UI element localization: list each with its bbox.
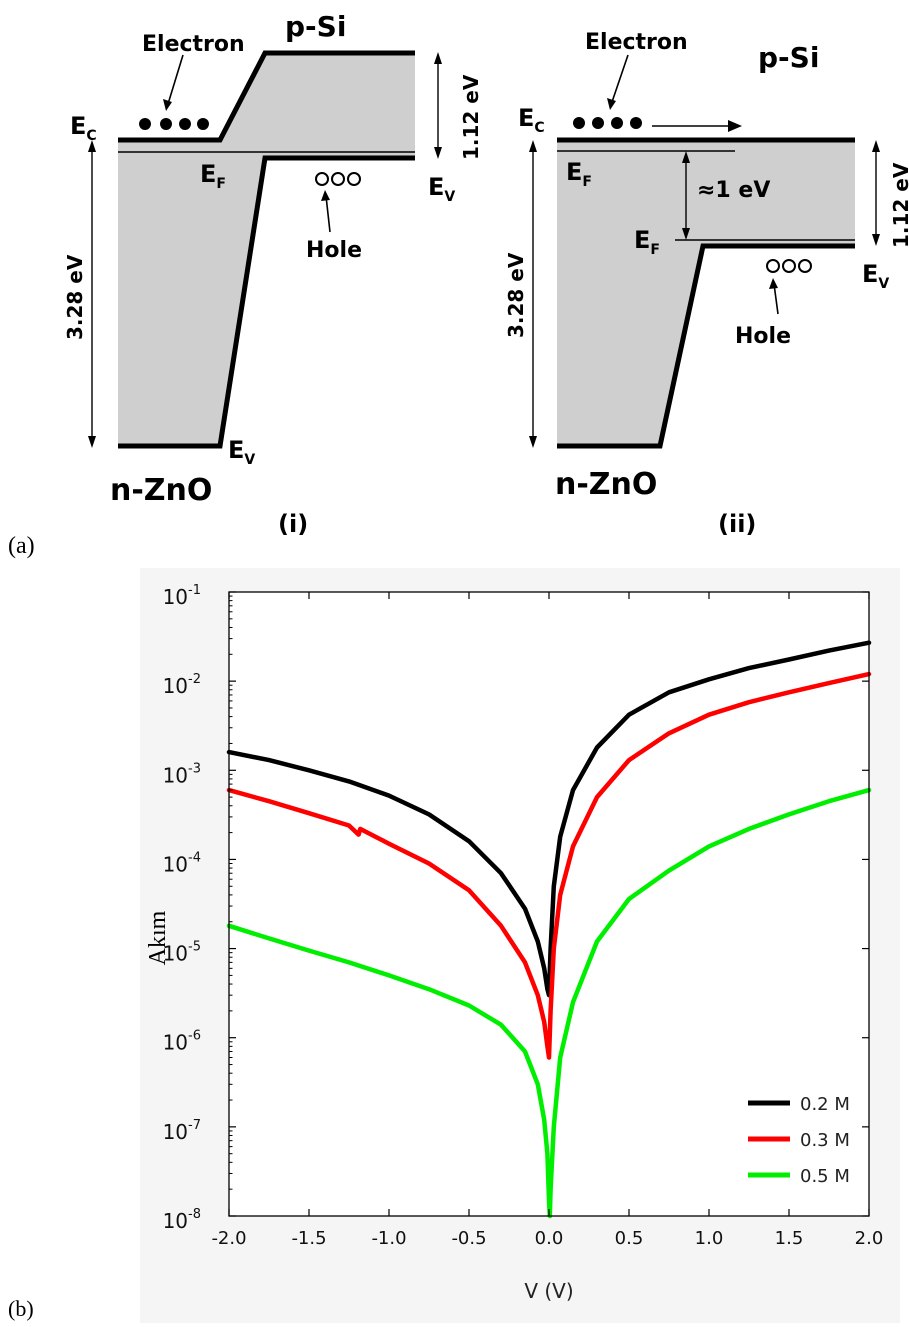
y-tick-label: 10-6 [163,1029,201,1055]
ev-right-label-i: EV [428,173,455,205]
valence-band-ii [557,243,855,449]
gap-arrow-zno-bot-i [88,436,96,448]
series-line [226,640,872,998]
band-diagram-ii: Electron p-Si EC EF ≈1 eV EF EV Hole n-Z… [504,30,909,538]
gap-arrow-zno-bot-ii [529,436,537,448]
hole-label-i: Hole [306,238,362,263]
gap-arrow-zno-top-ii [529,140,537,152]
gap-arrow-zno-top-i [88,140,96,152]
y-tick-label: 10-3 [163,761,201,787]
conduction-band-i [118,50,415,143]
hole-label-ii: Hole [735,324,791,349]
depletion-region-ii [557,140,855,446]
x-tick-label: 1.0 [695,1228,724,1249]
panel-label-a: (a) [8,533,35,559]
series-line [226,787,872,1219]
p-si-label-ii: p-Si [758,41,819,74]
ef-top-label-ii: EF [566,158,592,190]
x-tick-label: -1.0 [371,1228,406,1249]
x-tick-label: -0.5 [451,1228,486,1249]
gap-label-zno-ii: 3.28 eV [504,252,528,338]
hole-pointer-i [325,195,331,233]
legend-label: 0.5 M [800,1166,850,1187]
depletion-region-i [118,53,415,446]
x-tick-label: 2.0 [855,1228,884,1249]
shift-label-ii: ≈1 eV [697,178,770,203]
y-tick-label: 10-7 [163,1118,201,1144]
y-tick-label: 10-5 [163,940,201,966]
y-tick-label: 10-2 [163,672,201,698]
x-tick-label: 0.0 [535,1228,564,1249]
ec-label-ii: EC [518,104,545,136]
caption-i: (i) [278,510,308,538]
y-axis-label: Akım [145,910,171,965]
hole-pointer-head-ii [769,278,778,289]
series-line [226,671,872,1060]
y-tick-label: 10-1 [163,583,201,609]
curves-layer [226,640,872,1219]
electron-label-i: Electron [142,32,245,57]
x-tick-label: -1.5 [291,1228,326,1249]
gap-arrow-si-bot-ii [872,234,880,246]
x-tick-label: 1.5 [775,1228,804,1249]
electron-pointer-head-i [163,99,172,111]
shift-arrow-top-ii [682,151,690,163]
holes-ii [766,259,812,273]
x-axis-label: V (V) [524,1279,573,1303]
electron-pointer-i [167,54,184,105]
electrons-ii [573,117,642,129]
electron-pointer-head-ii [607,98,616,110]
p-si-label-i: p-Si [285,10,346,43]
band-diagram-i: p-Si Electron EC EF EV Hole EV n-ZnO (i)… [63,10,483,538]
x-ticks-layer: -2.0 -1.5 -1.0 -0.5 0.0 0.5 1.0 1.5 2.0 [211,592,883,1249]
electron-flow-arrow-head-ii [728,120,742,132]
electron-label-ii: Electron [585,30,688,55]
gap-arrow-si-bot-i [434,147,442,159]
electrons-i [139,118,209,130]
ev-left-label-i: EV [228,436,255,468]
gap-label-si-ii: 1.12 eV [889,162,909,248]
hole-pointer-ii [773,283,779,315]
ef-label-i: EF [200,160,226,192]
hole-pointer-head-i [321,190,330,201]
gap-label-si-i: 1.12 eV [459,74,483,160]
y-tick-label: 10-8 [163,1207,201,1233]
caption-ii: (ii) [718,510,756,538]
panel-label-b: (b) [8,1296,34,1321]
ec-label-i: EC [70,112,97,144]
band-diagram-figure: p-Si Electron EC EF EV Hole EV n-ZnO (i)… [8,10,909,559]
ef-bottom-label-ii: EF [634,226,660,258]
shift-arrow-bot-ii [682,228,690,240]
gap-label-zno-i: 3.28 eV [63,254,87,340]
x-tick-label: -2.0 [211,1228,246,1249]
legend-label: 0.2 M [800,1094,850,1115]
n-zno-label-i: n-ZnO [110,473,212,508]
holes-i [315,172,361,186]
y-ticks-layer: 10-1 10-2 10-3 10-4 10-5 10-6 10-7 10-8 [163,583,869,1233]
electron-pointer-ii [611,54,629,103]
gap-arrow-si-top-i [434,52,442,64]
ev-label-ii: EV [862,260,889,292]
y-tick-label: 10-4 [163,850,201,876]
gap-arrow-si-top-ii [872,140,880,152]
legend-label: 0.3 M [800,1130,850,1151]
iv-chart: 10-1 10-2 10-3 10-4 10-5 10-6 10-7 10-8 -2.0 -1.… [8,568,900,1323]
plot-area [229,592,869,1216]
valence-band-i [118,155,415,449]
n-zno-label-ii: n-ZnO [555,467,657,502]
legend: 0.2 M 0.3 M 0.5 M [748,1094,850,1187]
x-tick-label: 0.5 [615,1228,644,1249]
